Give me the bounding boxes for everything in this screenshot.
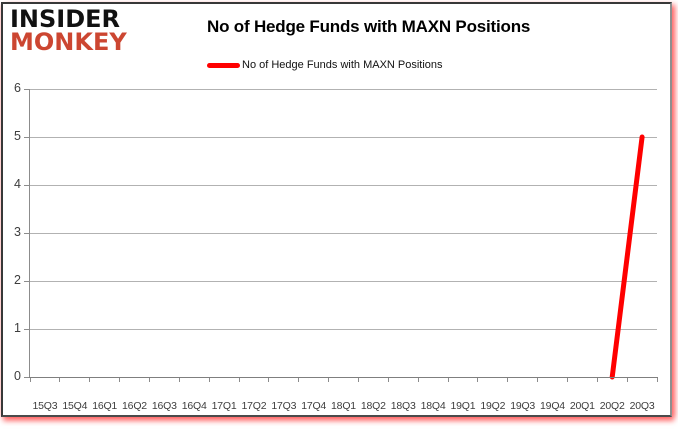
y-tick (24, 136, 29, 138)
legend: No of Hedge Funds with MAXN Positions (207, 59, 443, 71)
x-tick (59, 378, 61, 382)
x-axis-line (29, 377, 658, 378)
gridline (30, 88, 657, 90)
x-tick (596, 378, 598, 382)
y-axis-line (29, 89, 30, 378)
y-tick-label: 1 (14, 321, 21, 335)
x-tick-label: 18Q1 (331, 400, 356, 412)
x-tick-label: 15Q3 (32, 400, 58, 412)
x-tick (208, 378, 210, 382)
y-tick-label: 5 (14, 129, 21, 143)
y-tick (24, 184, 29, 186)
x-tick-label: 20Q3 (629, 400, 655, 412)
y-tick-label: 4 (14, 177, 21, 191)
gridline (30, 184, 657, 186)
gridline (30, 280, 657, 282)
x-tick-label: 19Q3 (510, 400, 536, 412)
x-tick (387, 378, 389, 382)
y-tick (24, 280, 29, 282)
chart-plot-area: 0 1 2 3 4 5 6 15Q3 15Q4 16Q1 16Q2 16Q3 16Q4 17Q1 17Q2… (14, 81, 658, 412)
x-tick (566, 378, 568, 382)
x-tick-label: 20Q1 (569, 400, 595, 412)
x-tick (447, 378, 449, 382)
x-tick (328, 378, 330, 382)
gridline (30, 136, 657, 138)
x-tick-label: 16Q3 (151, 400, 177, 412)
x-tick-label: 17Q4 (301, 400, 327, 412)
y-tick (24, 328, 29, 330)
x-tick-label: 16Q4 (181, 400, 207, 412)
x-tick-label: 19Q1 (450, 400, 476, 412)
series-line (609, 134, 645, 380)
y-tick (24, 232, 29, 234)
series-polyline (609, 134, 645, 380)
x-tick (537, 378, 539, 382)
y-tick (24, 88, 29, 90)
x-tick (89, 378, 91, 382)
x-tick (29, 378, 31, 382)
x-tick-label: 19Q4 (540, 400, 565, 412)
y-tick-label: 6 (14, 81, 21, 95)
x-tick (119, 378, 121, 382)
x-tick (477, 378, 479, 382)
x-tick (148, 378, 150, 382)
gridline (30, 232, 657, 234)
gridline (30, 328, 657, 330)
x-tick (357, 378, 359, 382)
x-tick (268, 378, 270, 382)
x-tick (238, 378, 240, 382)
x-tick-label: 15Q4 (62, 400, 88, 412)
x-tick (656, 378, 658, 382)
x-tick-label: 16Q2 (122, 400, 147, 412)
chart-title: No of Hedge Funds with MAXN Positions (207, 17, 531, 36)
x-tick-label: 16Q1 (92, 400, 118, 412)
y-tick (24, 376, 29, 378)
y-tick-label: 2 (14, 273, 21, 287)
x-tick-label: 19Q2 (480, 400, 506, 412)
logo-insider-text: INSIDER (10, 5, 121, 33)
x-tick-label: 17Q1 (211, 400, 237, 412)
insider-monkey-logo: INSIDER MONKEY (10, 5, 127, 56)
x-tick (298, 378, 300, 382)
x-tick-label: 18Q3 (390, 400, 416, 412)
x-tick (417, 378, 419, 382)
y-tick-label: 0 (14, 369, 21, 383)
x-tick-label: 20Q2 (599, 400, 625, 412)
x-tick (178, 378, 180, 382)
x-tick (626, 378, 628, 382)
logo-monkey-text: MONKEY (10, 27, 127, 56)
x-tick-label: 18Q2 (360, 400, 386, 412)
x-tick (507, 378, 509, 382)
chart-card: INSIDER MONKEY No of Hedge Funds with MA… (1, 2, 672, 417)
y-tick-label: 3 (14, 225, 21, 239)
legend-line-marker (207, 62, 240, 68)
x-tick-label: 17Q2 (241, 400, 267, 412)
x-tick-label: 17Q3 (271, 400, 297, 412)
x-tick-label: 18Q4 (420, 400, 446, 412)
legend-label: No of Hedge Funds with MAXN Positions (242, 59, 443, 71)
